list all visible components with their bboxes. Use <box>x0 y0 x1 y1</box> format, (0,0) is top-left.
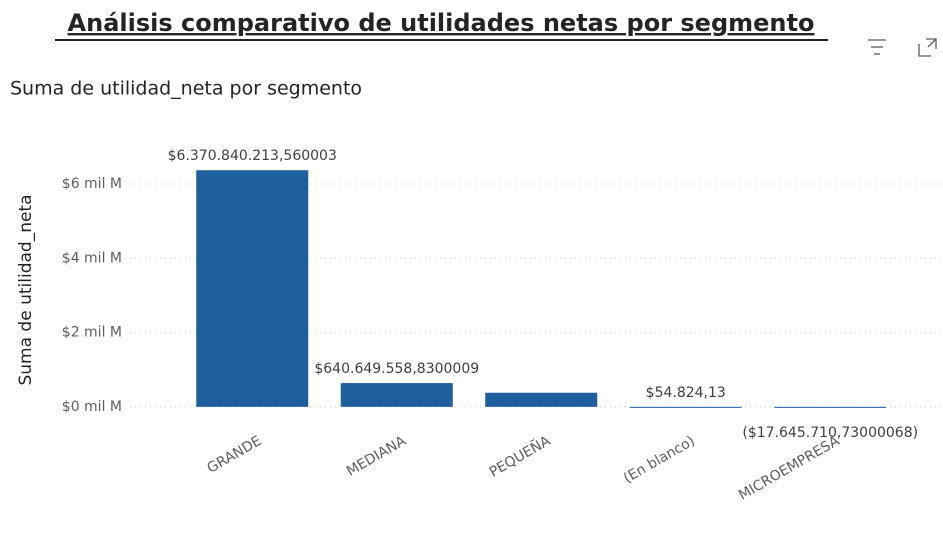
x-tick-label: GRANDE <box>205 433 265 477</box>
bar <box>629 406 742 408</box>
data-label: $640.649.558,8300009 <box>314 361 479 377</box>
bar <box>196 170 309 407</box>
y-tick-label: $4 mil M <box>62 250 122 266</box>
y-axis-label: Suma de utilidad_neta <box>16 194 36 385</box>
x-tick-label: PEQUEÑA <box>486 432 553 481</box>
y-tick-label: $0 mil M <box>62 399 122 415</box>
bar <box>774 406 887 408</box>
data-label: $6.370.840.213,560003 <box>168 148 337 164</box>
data-label: ($17.645.710,73000068) <box>742 425 918 441</box>
y-tick-label: $2 mil M <box>62 325 122 341</box>
y-tick-label: $6 mil M <box>62 176 122 192</box>
focus-icon[interactable] <box>918 38 937 57</box>
bar <box>340 383 453 407</box>
data-label: $54.824,13 <box>646 385 726 401</box>
bar <box>485 392 598 407</box>
filter-icon[interactable] <box>868 39 886 55</box>
chart-subtitle: Suma de utilidad_neta por segmento <box>10 78 362 100</box>
x-tick-label: (En blanco) <box>621 433 698 487</box>
x-tick-label: MICROEMPRESA <box>736 433 843 504</box>
x-tick-label: MEDIANA <box>344 433 409 480</box>
chart-title: Análisis comparativo de utilidades netas… <box>68 9 815 37</box>
